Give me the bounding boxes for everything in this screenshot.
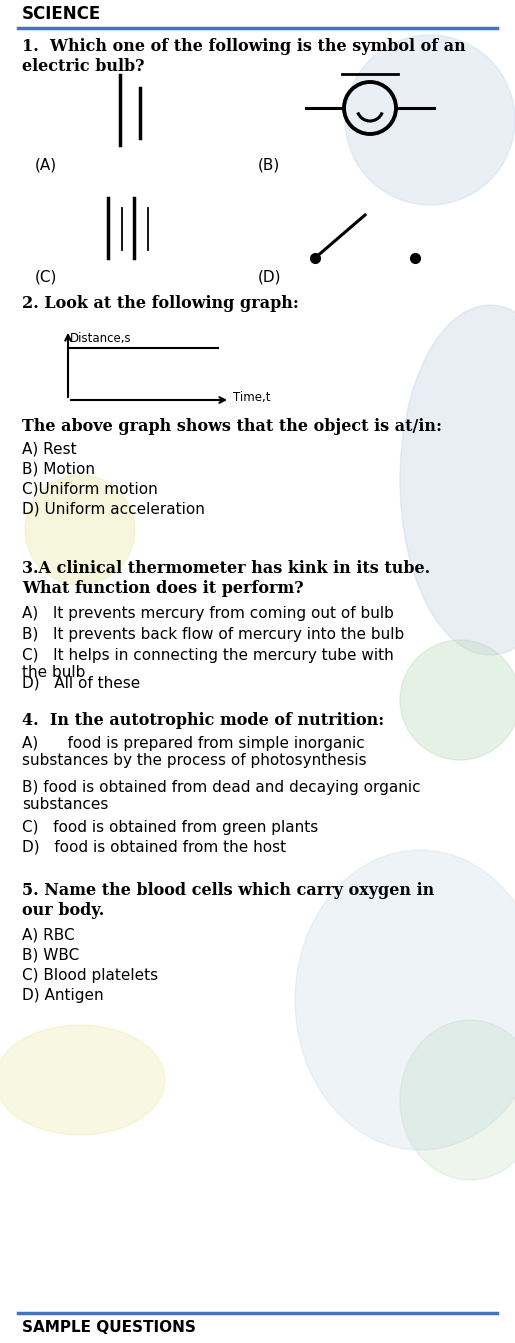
Text: SAMPLE QUESTIONS: SAMPLE QUESTIONS [22, 1320, 196, 1335]
Text: (D): (D) [258, 270, 282, 285]
Text: A) Rest: A) Rest [22, 442, 77, 457]
Ellipse shape [400, 1019, 515, 1180]
Text: Distance,s: Distance,s [70, 332, 132, 345]
Text: SCIENCE: SCIENCE [22, 5, 101, 23]
Text: 5. Name the blood cells which carry oxygen in
our body.: 5. Name the blood cells which carry oxyg… [22, 882, 434, 919]
Circle shape [400, 641, 515, 760]
Text: (A): (A) [35, 158, 57, 173]
Text: B)   It prevents back flow of mercury into the bulb: B) It prevents back flow of mercury into… [22, 627, 404, 642]
Text: A)      food is prepared from simple inorganic
substances by the process of phot: A) food is prepared from simple inorgani… [22, 736, 367, 768]
Ellipse shape [0, 1025, 165, 1135]
Text: (B): (B) [258, 158, 280, 173]
Text: D) Antigen: D) Antigen [22, 988, 104, 1003]
Text: Time,t: Time,t [233, 391, 270, 403]
Text: 1.  Which one of the following is the symbol of an
electric bulb?: 1. Which one of the following is the sym… [22, 38, 466, 75]
Text: B) food is obtained from dead and decaying organic
substances: B) food is obtained from dead and decayi… [22, 780, 421, 813]
Text: (C): (C) [35, 270, 57, 285]
Text: B) WBC: B) WBC [22, 948, 79, 963]
Text: A)   It prevents mercury from coming out of bulb: A) It prevents mercury from coming out o… [22, 606, 394, 620]
Text: The above graph shows that the object is at/in:: The above graph shows that the object is… [22, 418, 442, 435]
Text: 3.A clinical thermometer has kink in its tube.
What function does it perform?: 3.A clinical thermometer has kink in its… [22, 560, 430, 596]
Text: D)   food is obtained from the host: D) food is obtained from the host [22, 839, 286, 855]
Text: 4.  In the autotrophic mode of nutrition:: 4. In the autotrophic mode of nutrition: [22, 712, 384, 729]
Ellipse shape [400, 305, 515, 655]
Text: C)Uniform motion: C)Uniform motion [22, 482, 158, 497]
Text: D)   All of these: D) All of these [22, 676, 140, 692]
Text: 2. Look at the following graph:: 2. Look at the following graph: [22, 295, 299, 312]
Text: C)   food is obtained from green plants: C) food is obtained from green plants [22, 821, 318, 835]
Text: C) Blood platelets: C) Blood platelets [22, 968, 158, 983]
Circle shape [345, 35, 515, 205]
Circle shape [25, 475, 135, 586]
Text: A) RBC: A) RBC [22, 928, 75, 943]
Text: D) Uniform acceleration: D) Uniform acceleration [22, 502, 205, 517]
Text: C)   It helps in connecting the mercury tube with
the bulb: C) It helps in connecting the mercury tu… [22, 649, 394, 681]
Ellipse shape [295, 850, 515, 1150]
Text: B) Motion: B) Motion [22, 462, 95, 477]
